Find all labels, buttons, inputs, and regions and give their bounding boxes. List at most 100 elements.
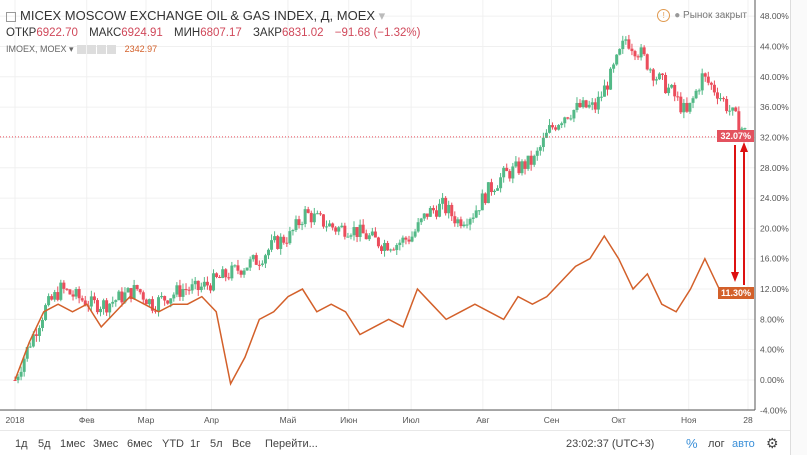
candle <box>270 240 274 250</box>
market-status: ! ● Рынок закрыт <box>657 9 747 22</box>
gear-icon[interactable] <box>87 45 97 55</box>
candle <box>743 128 747 130</box>
range-3m[interactable]: 3мес <box>93 438 119 450</box>
candle <box>132 285 136 300</box>
candle <box>352 227 356 236</box>
candle <box>712 84 716 93</box>
y-tick-label: 32.00% <box>760 132 789 142</box>
candle <box>431 207 435 211</box>
price-chart[interactable]: 48.00% 44.00% 40.00% 36.00% 32.00% 28.00% 24.0… <box>0 0 807 430</box>
auto-toggle[interactable]: авто <box>732 438 755 450</box>
last-price-tag: 32.07% <box>717 130 754 142</box>
candle <box>615 54 619 65</box>
candle <box>227 277 231 279</box>
candle <box>74 289 78 297</box>
candle <box>514 161 518 167</box>
candle <box>37 327 41 336</box>
candle <box>569 118 573 120</box>
candle <box>648 69 652 71</box>
candle <box>547 125 551 133</box>
candle <box>157 297 161 311</box>
candle <box>105 300 109 313</box>
candle <box>263 255 267 264</box>
y-tick-label: 48.00% <box>760 11 789 21</box>
candle <box>523 161 527 169</box>
candle <box>667 87 671 94</box>
x-tick-label: Июл <box>402 415 419 425</box>
y-tick-label: 36.00% <box>760 102 789 112</box>
candle <box>153 310 157 312</box>
candle <box>276 236 280 249</box>
warning-icon[interactable]: ! <box>657 9 671 22</box>
candle <box>337 227 341 232</box>
range-6m[interactable]: 6мес <box>127 438 153 450</box>
range-all[interactable]: Все <box>232 438 251 450</box>
eye-icon[interactable] <box>77 45 87 55</box>
log-toggle[interactable]: лог <box>708 438 725 450</box>
candle <box>422 213 426 219</box>
y-tick-label: 4.00% <box>760 345 785 355</box>
compare-symbol[interactable]: IMOEX, MOEX <box>6 44 67 54</box>
candle <box>450 204 454 217</box>
percent-toggle[interactable]: % <box>686 436 698 451</box>
candle <box>682 102 686 113</box>
candle <box>218 276 222 278</box>
candle <box>703 73 707 77</box>
range-5d[interactable]: 5д <box>38 438 51 450</box>
candle <box>642 47 646 55</box>
candle <box>493 190 497 193</box>
candle <box>587 104 591 108</box>
candle <box>80 298 84 301</box>
arrow-head-icon <box>731 272 739 282</box>
range-1d[interactable]: 1д <box>15 438 28 450</box>
candle <box>285 242 289 244</box>
chart-title: MICEX MOSCOW EXCHANGE OIL & GAS INDEX, Д… <box>6 8 385 24</box>
candle <box>581 100 585 108</box>
candle <box>602 85 606 97</box>
y-tick-label: 16.00% <box>760 254 789 264</box>
candle <box>117 291 121 301</box>
range-1y[interactable]: 1г <box>190 438 201 450</box>
x-tick-label: Авг <box>476 415 489 425</box>
clock: 23:02:37 (UTC+3) <box>566 438 655 450</box>
x-tick-label: Июн <box>340 415 357 425</box>
candle <box>163 296 167 301</box>
candle <box>361 224 365 234</box>
candle <box>224 269 228 278</box>
candle <box>438 203 442 217</box>
candle <box>462 224 466 227</box>
range-ytd[interactable]: YTD <box>162 438 184 450</box>
candle <box>428 207 432 217</box>
candle <box>722 98 726 100</box>
candle <box>645 54 649 70</box>
candle <box>358 224 362 237</box>
candle <box>65 288 69 290</box>
range-1m[interactable]: 1мес <box>60 438 86 450</box>
y-tick-label: 8.00% <box>760 314 785 324</box>
candle <box>575 102 579 110</box>
range-5y[interactable]: 5л <box>210 438 223 450</box>
candle <box>178 285 182 297</box>
candle <box>551 125 555 128</box>
candle <box>480 193 484 211</box>
collapse-icon[interactable] <box>6 11 16 22</box>
y-tick-label: 44.00% <box>760 41 789 51</box>
close-icon[interactable] <box>107 45 117 55</box>
open-label: ОТКР <box>6 27 37 39</box>
candle <box>77 289 81 299</box>
candle <box>239 270 243 275</box>
bottom-toolbar: 1д 5д 1мес 3мес 6мес YTD 1г 5л Все Перей… <box>0 430 790 456</box>
candle <box>578 102 582 108</box>
plus-icon[interactable] <box>97 45 107 55</box>
candle <box>621 40 625 50</box>
candle <box>92 296 96 301</box>
x-tick-label: 2018 <box>6 415 25 425</box>
chevron-down-icon[interactable]: ▾ <box>378 8 386 23</box>
goto-button[interactable]: Перейти... <box>265 438 318 450</box>
candle <box>520 161 524 174</box>
candle <box>53 292 57 300</box>
settings-gear-icon[interactable]: ⚙ <box>766 435 779 451</box>
candle <box>529 155 533 165</box>
candle <box>266 249 270 256</box>
candle <box>734 107 738 112</box>
